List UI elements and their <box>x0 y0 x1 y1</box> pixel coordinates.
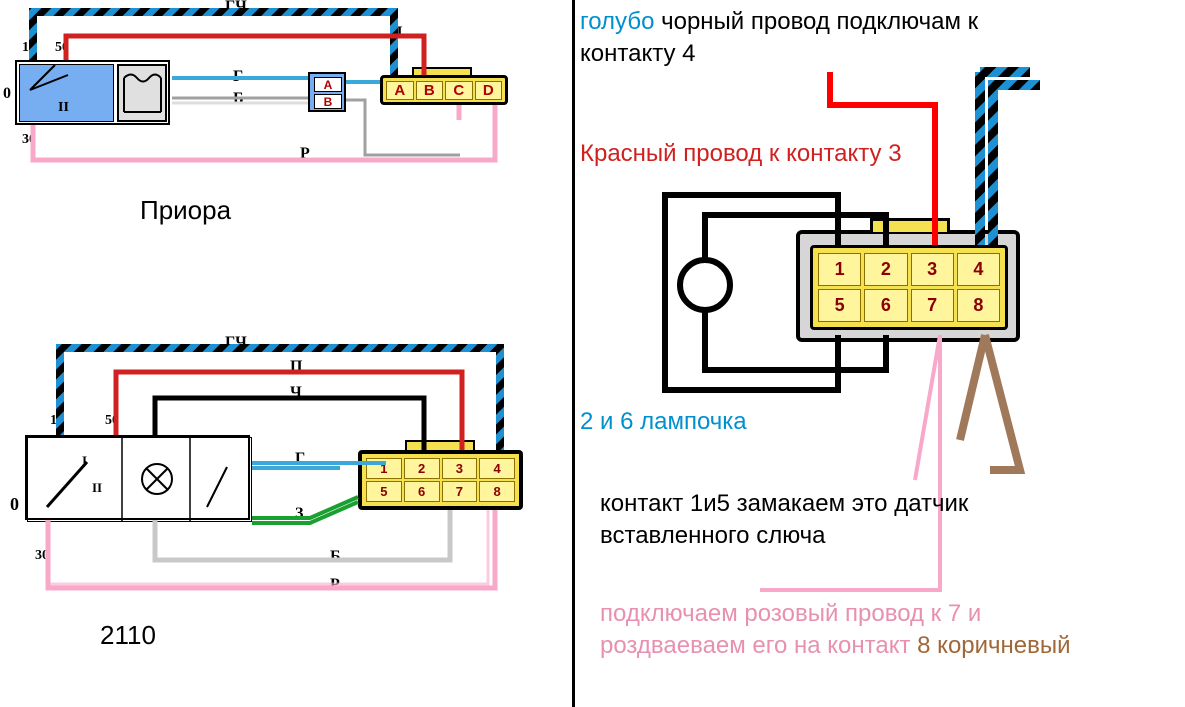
v2110-pin-3: 3 <box>442 458 478 479</box>
v2110-term-50: 50 <box>105 413 119 429</box>
v2110-pin-1: 1 <box>366 458 402 479</box>
priora-ignition-switch <box>15 60 170 125</box>
priora-small-connector: A B <box>308 72 346 112</box>
v2110-pin-4: 4 <box>479 458 515 479</box>
v2110-pin-7: 7 <box>442 481 478 502</box>
annotation-5: вставленного слюча <box>600 522 826 550</box>
v2110-ignition-switch: I II <box>25 435 250 520</box>
right-connector-tab <box>870 218 950 232</box>
priora-pin-c: C <box>445 81 473 100</box>
priora-term-30: 30 <box>22 132 36 148</box>
priora-label-p: П <box>390 24 402 42</box>
right-pin-5: 5 <box>818 289 861 322</box>
priora-connector-tab <box>412 67 472 75</box>
v2110-title: 2110 <box>100 620 156 651</box>
annotation-4: контакт 1и5 замакаем это датчик <box>600 490 968 518</box>
annotation-7: роздваеваем его на контакт 8 коричневый <box>600 632 1071 660</box>
v2110-pin-5: 5 <box>366 481 402 502</box>
v2110-pin-8: 8 <box>479 481 515 502</box>
priora-label-gch: ГЧ <box>225 0 247 16</box>
priora-term-50: 50 <box>55 40 69 56</box>
v2110-label-gch: ГЧ <box>225 334 247 352</box>
right-pin-6: 6 <box>864 289 907 322</box>
right-pin-4: 4 <box>957 253 1000 286</box>
priora-roman-2: II <box>58 100 69 116</box>
priora-title: Приора <box>140 195 231 226</box>
v2110-term-30: 30 <box>35 548 49 564</box>
svg-text:II: II <box>92 480 102 495</box>
v2110-label-z: З <box>295 505 303 523</box>
v2110-pin-6: 6 <box>404 481 440 502</box>
priora-label-b: Б <box>233 90 244 108</box>
v2110-connector-pins: 1 2 3 4 5 6 7 8 <box>366 458 515 502</box>
priora-pin-b: B <box>416 81 444 100</box>
right-pin-7: 7 <box>911 289 954 322</box>
right-connector-pins: 1 2 3 4 5 6 7 8 <box>818 253 1000 322</box>
priora-term-0: 0 <box>3 85 11 103</box>
v2110-label-p: П <box>290 358 302 376</box>
v2110-term-0: 0 <box>10 494 19 515</box>
priora-term-15: 15 <box>22 40 36 56</box>
annotation-1: контакту 4 <box>580 40 696 68</box>
right-pin-8: 8 <box>957 289 1000 322</box>
right-pin-3: 3 <box>911 253 954 286</box>
annotation-0: голубо чорный провод подключам к <box>580 8 978 36</box>
right-pin-2: 2 <box>864 253 907 286</box>
priora-label-g: Г <box>233 68 243 86</box>
v2110-label-g: Г <box>295 450 305 468</box>
priora-pin-d: D <box>475 81 503 100</box>
svg-text:I: I <box>82 453 87 468</box>
priora-connector-pins: A B C D <box>386 81 502 99</box>
v2110-label-r: Р <box>330 576 340 594</box>
v2110-connector-tab <box>405 440 475 450</box>
v2110-label-ch: Ч <box>290 384 302 402</box>
annotation-6: подключаем розовый провод к 7 и <box>600 600 981 628</box>
vertical-divider <box>572 0 575 707</box>
wire-overlay <box>0 0 1185 707</box>
right-pin-1: 1 <box>818 253 861 286</box>
priora-pin-a: A <box>386 81 414 100</box>
priora-label-r: Р <box>300 145 310 163</box>
v2110-label-b: Б <box>330 548 341 566</box>
annotation-3: 2 и 6 лампочка <box>580 408 747 436</box>
v2110-term-15: 15 <box>50 413 64 429</box>
annotation-2: Красный провод к контакту 3 <box>580 140 902 168</box>
v2110-pin-2: 2 <box>404 458 440 479</box>
